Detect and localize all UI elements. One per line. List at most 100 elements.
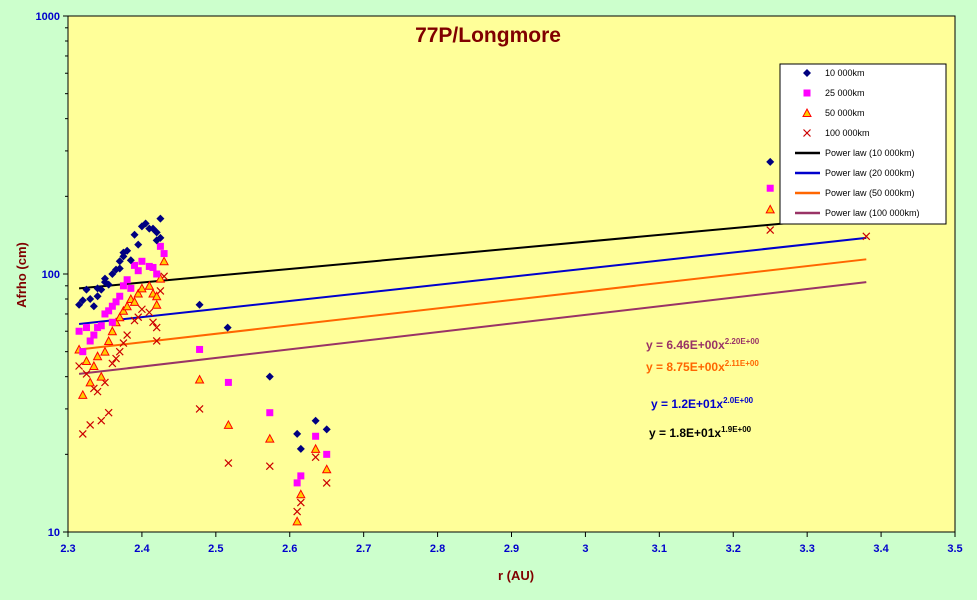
data-point-diamond [123,246,132,255]
data-point-square [116,292,124,300]
data-point-diamond [141,219,150,228]
x-tick-label: 2.5 [208,543,223,555]
data-point-triangle [133,288,144,298]
x-tick-label: 3.3 [800,543,815,555]
legend-label: Power law (100 000km) [825,208,920,218]
data-point-triangle [100,346,110,356]
data-point-triangle [310,443,321,453]
legend: 10 000km 25 000km 50 000km 100 000km Power l… [779,63,947,225]
x-tick-label: 2.6 [282,543,297,555]
trendline-equation: y = 1.2E+01x2.0E+00 [651,396,754,411]
data-point-triangle [223,419,234,429]
data-point-diamond [108,270,117,278]
data-point-diamond [134,240,143,249]
data-point-triangle [194,374,205,384]
x-tick-label: 2.7 [356,543,371,555]
axes: 2.3 2.4 2.5 2.6 2.7 2.8 2.9 3 3.1 3.2 3.3 3.4 3.5 10 1… [36,11,963,555]
data-point-triangle [137,283,147,293]
data-point-diamond [311,416,320,425]
data-point-x [104,408,113,417]
data-point-x [296,498,305,507]
data-point-square [119,282,127,290]
x-tick-label: 2.3 [60,543,75,555]
data-point-diamond [152,228,161,237]
data-point-triangle [151,299,162,309]
data-point-square [266,409,274,417]
data-point-triangle [292,516,302,526]
trendline-equation: y = 1.8E+01x1.9E+00 [649,425,752,440]
data-point-x [803,129,811,137]
trendline-equation: y = 8.75E+00x2.11E+00 [646,359,759,374]
x-tick-label: 3.5 [947,543,962,555]
data-point-square [224,378,232,386]
x-tick-label: 2.8 [430,543,445,555]
data-point-triangle [321,464,332,474]
data-point-square [90,331,98,339]
data-point-square [312,432,320,440]
data-point-square [127,284,135,292]
data-point-square [101,310,109,318]
data-point-triangle [96,371,107,381]
data-point-square [153,270,161,278]
x-tick-label: 2.9 [504,543,519,555]
data-point-x [156,286,165,295]
x-axis-label: r (AU) [498,568,534,583]
data-point-diamond [126,256,135,265]
data-point-x [766,226,775,234]
data-point-x [93,387,102,396]
data-point-square [196,345,204,353]
data-point-diamond [156,214,165,223]
data-point-triangle [159,256,169,266]
data-point-diamond [104,280,113,289]
data-point-square [293,479,301,487]
data-point-x [137,305,146,314]
trendline [78,281,867,375]
x-tick-label: 3.1 [652,543,667,555]
x-tick-label: 3.4 [873,543,889,555]
data-point-diamond [86,295,95,304]
data-point-diamond [115,264,124,273]
data-point-x [293,507,302,516]
data-point-square [123,276,131,284]
data-point-x [115,347,124,356]
data-point-square [82,324,90,332]
data-point-square [323,450,331,458]
data-point-x [86,421,95,429]
data-point-square [79,348,87,356]
data-point-triangle [296,489,306,499]
data-point-square [134,267,142,275]
data-point-x [224,459,233,467]
data-point-triangle [81,355,92,366]
data-point-square [108,318,116,326]
data-point-square [105,307,113,315]
trendline [78,258,867,351]
data-point-square [86,337,94,345]
data-point-triangle [122,301,132,311]
y-axis-label: Afrho (cm) [14,242,29,308]
data-point-diamond [97,285,106,294]
data-point-x [78,429,87,438]
legend-label: 10 000km [825,68,865,78]
chart-title: 77P/Longmore [415,24,561,47]
data-point-x [112,354,120,363]
data-point-square [138,257,146,265]
data-point-x [265,462,274,471]
data-point-square [108,302,116,310]
data-point-square [75,327,83,335]
data-point-x [145,308,154,317]
data-point-x [75,362,84,370]
data-point-square [803,89,811,97]
data-point-diamond [195,300,204,309]
data-point-triangle [92,351,103,361]
legend-label: Power law (10 000km) [825,148,915,158]
data-point-x [123,331,132,339]
data-point-square [297,472,305,480]
trendline-equations: y = 6.46E+00x2.20E+00 y = 8.75E+00x2.11E+… [646,337,760,440]
data-point-diamond [130,230,139,239]
data-point-x [311,453,320,462]
data-point-diamond [322,425,331,434]
data-point-square [149,263,157,271]
trendlines [78,214,867,375]
trendline [78,236,867,325]
data-point-diamond [100,274,109,283]
